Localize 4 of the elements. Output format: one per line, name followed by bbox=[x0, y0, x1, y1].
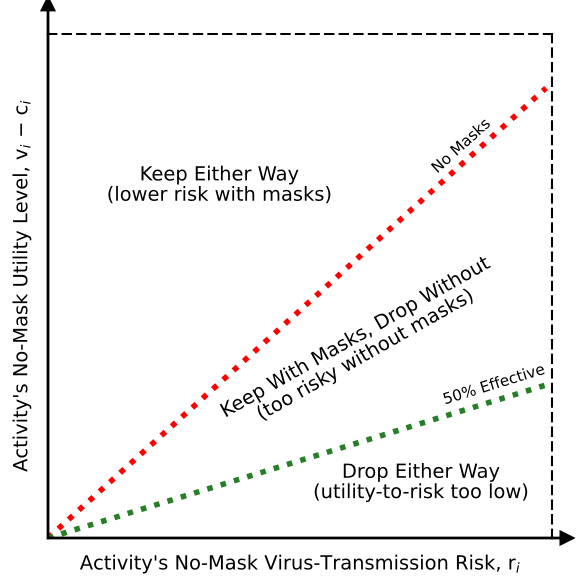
y-axis-title: Activity's No-Mask Utility Level, v$_{i}$ − c$_{i}$ bbox=[12, 100, 32, 472]
annotation: Keep Either Way (lower risk with masks) bbox=[108, 166, 330, 204]
x-axis-title: Activity's No-Mask Virus-Transmission Risk, r$_{i}$ bbox=[80, 554, 520, 574]
annotation: Drop Either Way (utility-to-risk too low) bbox=[314, 463, 528, 502]
